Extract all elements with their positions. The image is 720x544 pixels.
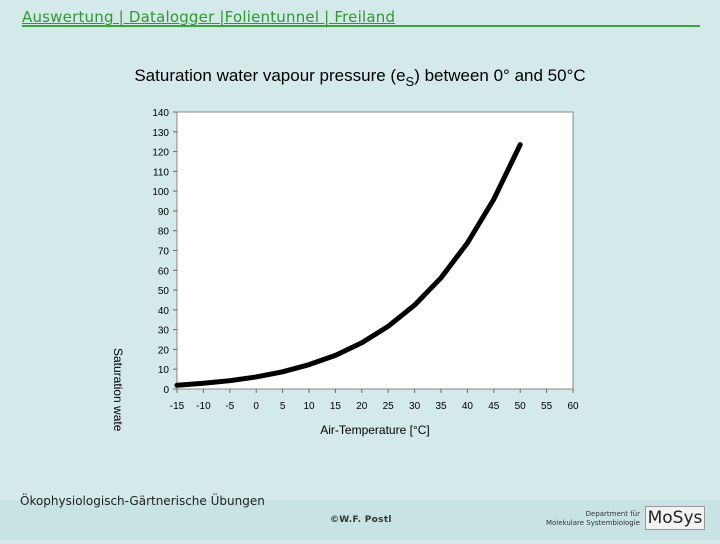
y-axis-label: Saturation wate — [111, 348, 125, 432]
x-tick-label: 55 — [541, 401, 553, 412]
y-tick-label: 70 — [158, 247, 170, 258]
data-point — [280, 369, 285, 374]
page-header: Auswertung | Datalogger |Folientunnel | … — [22, 7, 700, 27]
y-tick-label: 50 — [158, 286, 170, 297]
x-tick-label: 30 — [409, 401, 421, 412]
footer-department: Department für Molekulare Systembiologie — [530, 510, 640, 528]
data-point — [254, 374, 259, 380]
page-title[interactable]: Auswertung | Datalogger |Folientunnel | … — [22, 8, 396, 26]
x-tick-label: -5 — [225, 401, 234, 412]
data-point — [333, 353, 338, 358]
y-tick-label: 140 — [152, 108, 169, 119]
x-axis-label: Air-Temperature [°C] — [320, 423, 430, 437]
x-tick-label: 50 — [515, 401, 527, 412]
x-tick-label: 5 — [280, 401, 286, 412]
y-tick-label: 90 — [158, 207, 170, 218]
footer-band — [0, 500, 720, 540]
y-tick-label: 30 — [158, 326, 170, 337]
x-tick-label: 10 — [303, 401, 315, 412]
x-tick-label: 25 — [383, 401, 395, 412]
data-point — [386, 324, 391, 329]
y-tick-label: 60 — [158, 266, 170, 277]
x-tick-label: 35 — [435, 401, 447, 412]
y-tick-label: 80 — [158, 227, 170, 238]
y-tick-label: 120 — [152, 148, 169, 159]
x-tick-label: -10 — [196, 401, 211, 412]
y-tick-label: 100 — [152, 187, 169, 198]
y-tick-label: 20 — [158, 345, 170, 356]
x-tick-label: -15 — [170, 401, 185, 412]
y-tick-label: 10 — [158, 365, 170, 376]
data-point — [438, 275, 444, 281]
x-tick-label: 60 — [567, 401, 579, 412]
chart-title: Saturation water vapour pressure (eS) be… — [134, 66, 585, 89]
footer-course-title: Ökophysiologisch-Gärtnerische Übungen — [20, 494, 265, 508]
x-tick-label: 20 — [356, 401, 368, 412]
data-point — [465, 240, 470, 246]
x-tick-label: 0 — [253, 401, 259, 412]
data-point — [359, 340, 364, 345]
mosys-logo: MoSys — [645, 506, 705, 530]
data-point — [518, 142, 523, 147]
data-point — [306, 362, 312, 367]
data-point — [227, 378, 232, 383]
x-tick-label: 45 — [488, 401, 500, 412]
y-tick-label: 110 — [153, 167, 169, 178]
data-point — [412, 302, 417, 308]
y-tick-label: 130 — [152, 128, 169, 139]
data-point — [491, 197, 496, 202]
data-point — [174, 383, 180, 388]
data-point — [201, 381, 206, 386]
x-tick-label: 40 — [462, 401, 474, 412]
footer-dept-line1: Department für — [585, 510, 640, 518]
y-tick-label: 40 — [158, 306, 170, 317]
footer-copyright: ©W.F. Postl — [330, 515, 392, 525]
series-line — [174, 142, 523, 388]
footer-dept-line2: Molekulare Systembiologie — [545, 519, 640, 527]
y-tick-label: 0 — [163, 385, 169, 396]
x-tick-label: 15 — [330, 401, 342, 412]
